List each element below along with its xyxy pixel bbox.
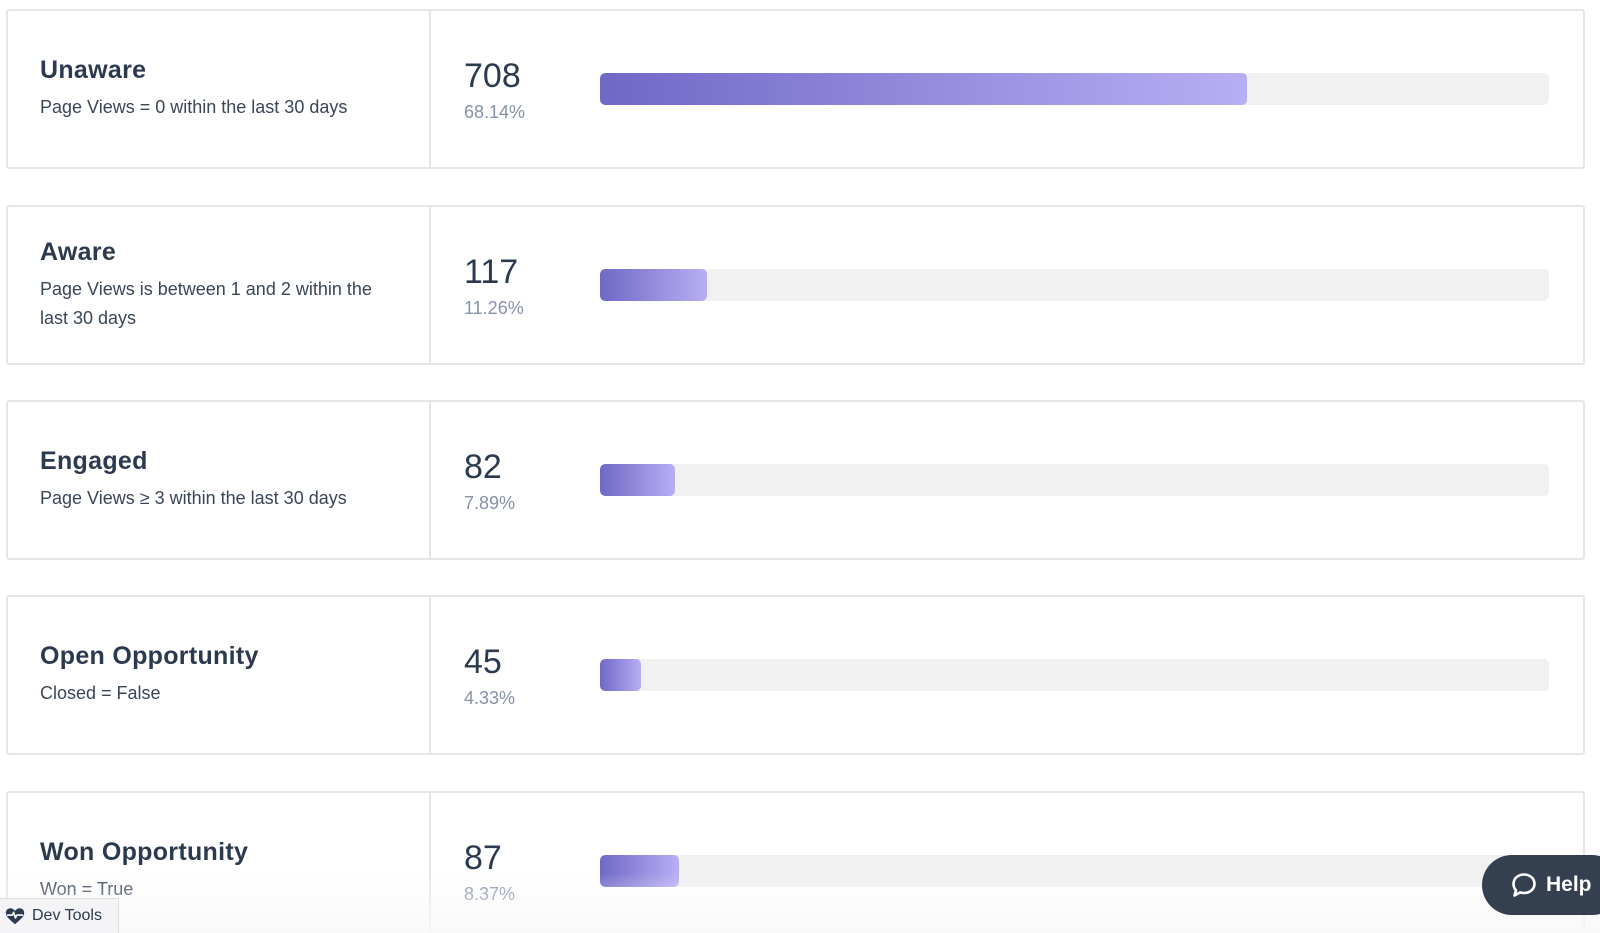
stage-name: Aware xyxy=(40,237,117,266)
stage-count: 45 xyxy=(464,643,502,681)
dev-tools-button[interactable]: Dev Tools xyxy=(0,898,119,933)
stage-info: Aware Page Views is between 1 and 2 with… xyxy=(8,207,431,363)
stage-description: Page Views = 0 within the last 30 days xyxy=(40,97,348,117)
help-button[interactable]: Help xyxy=(1482,855,1600,915)
stage-metrics: 708 68.14% xyxy=(431,11,1583,167)
stage-card-won-opportunity: Won Opportunity Won = True 87 8.37% xyxy=(6,791,1585,933)
progress-bar-track xyxy=(600,855,1549,887)
progress-bar-fill xyxy=(600,73,1247,105)
progress-bar-fill xyxy=(600,855,680,887)
stage-info: Open Opportunity Closed = False xyxy=(8,597,431,753)
progress-bar-track xyxy=(600,659,1549,691)
help-label: Help xyxy=(1546,873,1592,896)
stage-percent: 4.33% xyxy=(464,688,516,708)
stage-description: Page Views ≥ 3 within the last 30 days xyxy=(40,488,347,508)
chat-bubble-icon xyxy=(1510,871,1538,899)
stage-name: Open Opportunity xyxy=(40,642,259,670)
heart-pulse-icon xyxy=(4,905,26,927)
stage-info: Unaware Page Views = 0 within the last 3… xyxy=(8,11,431,167)
stage-metrics: 87 8.37% xyxy=(431,793,1583,933)
progress-bar-track xyxy=(600,269,1549,301)
stage-count: 87 xyxy=(464,839,502,877)
progress-bar-fill xyxy=(600,659,642,691)
stage-card-aware: Aware Page Views is between 1 and 2 with… xyxy=(6,205,1585,365)
stage-percent: 68.14% xyxy=(464,102,526,122)
stage-name: Engaged xyxy=(40,447,148,475)
dev-tools-label: Dev Tools xyxy=(32,907,102,924)
stage-count: 708 xyxy=(464,57,521,95)
stage-percent: 8.37% xyxy=(464,884,516,904)
stage-metrics: 82 7.89% xyxy=(431,402,1583,558)
stage-name: Unaware xyxy=(40,56,147,84)
stage-card-unaware: Unaware Page Views = 0 within the last 3… xyxy=(6,9,1585,169)
stage-card-open-opportunity: Open Opportunity Closed = False 45 4.33% xyxy=(6,595,1585,755)
stage-percent: 11.26% xyxy=(464,298,524,318)
stage-count: 117 xyxy=(464,253,519,291)
stage-description: Closed = False xyxy=(40,683,161,703)
stage-info: Engaged Page Views ≥ 3 within the last 3… xyxy=(8,402,431,558)
stage-description: Page Views is between 1 and 2 within the… xyxy=(40,278,372,328)
progress-bar-fill xyxy=(600,269,707,301)
progress-bar-fill xyxy=(600,464,675,496)
stage-name: Won Opportunity xyxy=(40,838,249,866)
stage-card-engaged: Engaged Page Views ≥ 3 within the last 3… xyxy=(6,400,1585,560)
stage-metrics: 45 4.33% xyxy=(431,597,1583,753)
stage-count: 82 xyxy=(464,448,502,486)
progress-bar-track xyxy=(600,464,1549,496)
stage-percent: 7.89% xyxy=(464,493,516,513)
progress-bar-track xyxy=(600,73,1549,105)
stage-metrics: 117 11.26% xyxy=(431,207,1583,363)
